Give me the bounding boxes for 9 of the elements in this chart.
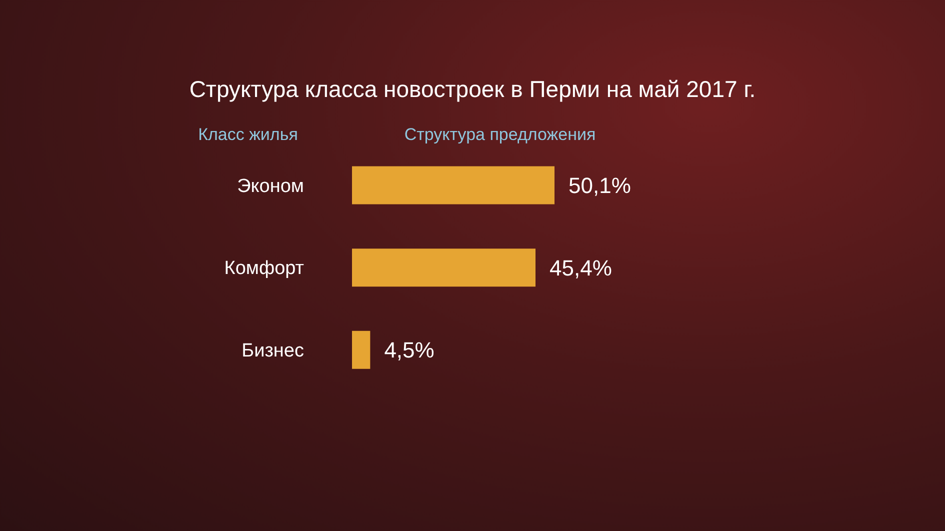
data-label: 4,5% (384, 338, 434, 363)
data-label: 45,4% (550, 255, 612, 280)
y-axis-title: Класс жилья (197, 125, 299, 145)
y-tick-label: Эконом (237, 176, 304, 197)
y-tick-label: Бизнес (242, 340, 304, 362)
x-axis-title: Структура предложения (403, 125, 597, 145)
y-tick-label: Комфорт (224, 258, 304, 280)
chart-title: Структура класса новостроек в Перми на май 2017 г. (188, 76, 757, 103)
data-label: 50,1% (568, 173, 631, 198)
